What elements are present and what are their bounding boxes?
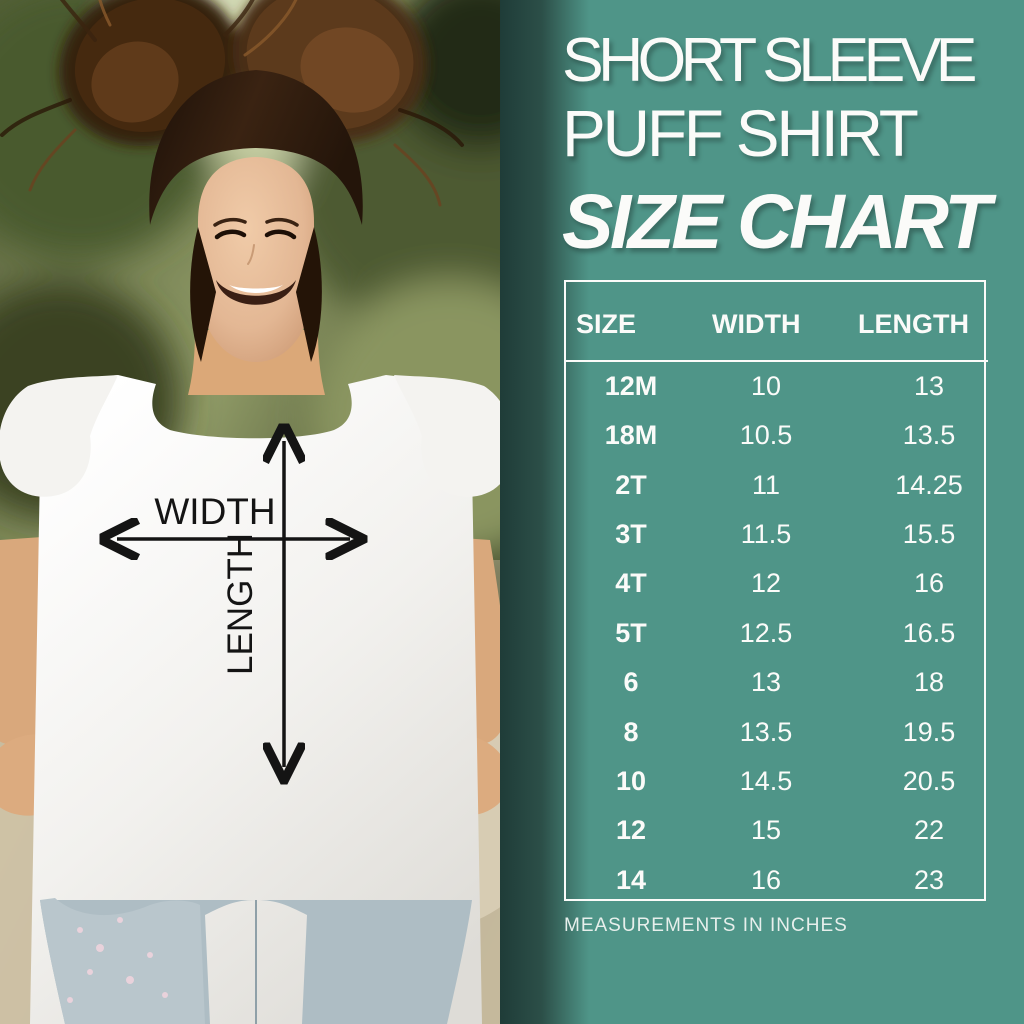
svg-text:LENGTH: LENGTH xyxy=(221,533,260,675)
svg-text:WIDTH: WIDTH xyxy=(154,491,275,532)
